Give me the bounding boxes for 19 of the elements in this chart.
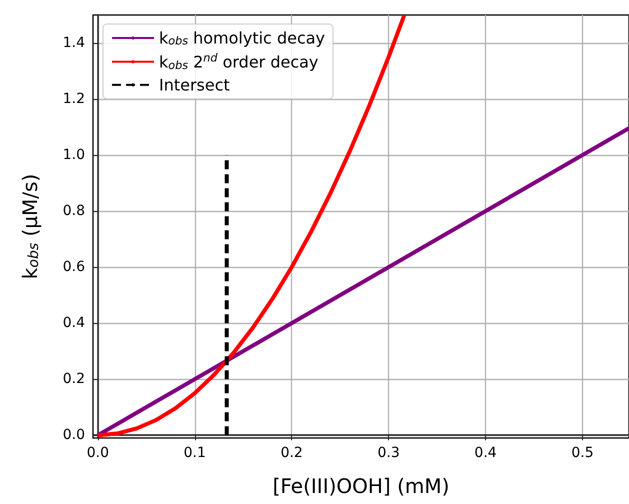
x-tick-label: 0.3 [377,445,400,461]
x-tick-label: 0.5 [571,445,594,461]
y-tick-label: 0.6 [62,259,86,276]
y-tick-label: 1.2 [62,91,85,108]
x-tick-label: 0.4 [474,445,497,461]
line-series [96,14,406,438]
x-tick-label: 0.2 [280,445,303,461]
y-tick-label: 0.2 [62,371,85,388]
y-tick-label: 0.8 [62,203,85,220]
y-axis-title: kobs (μM/s) [18,174,42,280]
x-tick-label: 0.0 [86,445,109,461]
y-tick-label: 1.0 [62,147,85,164]
y-tick-label: 0.4 [62,315,86,332]
legend-label: kobs homolytic decay [159,28,326,48]
x-tick-label: 0.1 [184,445,206,461]
y-tick-label: 0.0 [62,427,85,444]
y-tick-label: 1.4 [62,35,86,52]
legend-label: Intersect [159,75,230,94]
x-axis-title: [Fe(III)OOH] (mM) [272,474,450,498]
